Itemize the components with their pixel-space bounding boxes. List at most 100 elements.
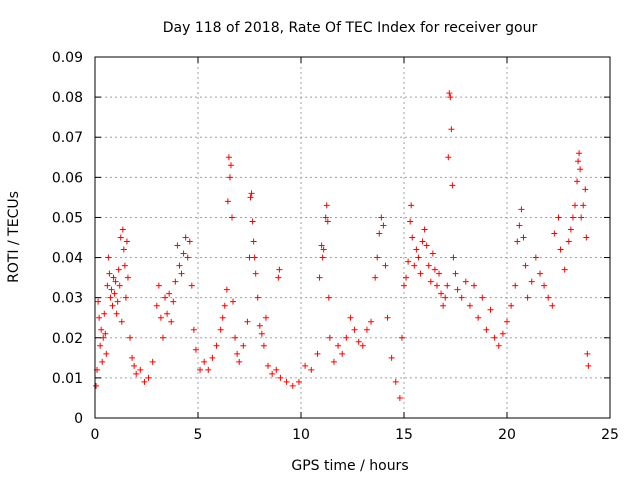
data-point: [355, 338, 362, 345]
data-point: [408, 202, 415, 209]
data-point: [226, 174, 233, 181]
data-point: [541, 282, 548, 289]
data-point: [421, 226, 428, 233]
data-point: [180, 250, 187, 257]
data-point: [368, 318, 375, 325]
data-point: [192, 346, 199, 353]
data-point: [413, 246, 420, 253]
data-point: [122, 294, 129, 301]
data-point: [520, 234, 527, 241]
data-point: [115, 266, 122, 273]
data-point: [512, 282, 519, 289]
y-tick-label: 0.08: [52, 90, 83, 106]
data-point: [324, 218, 331, 225]
data-point: [246, 254, 253, 261]
data-point: [551, 230, 558, 237]
data-point: [127, 334, 134, 341]
data-point: [445, 154, 452, 161]
data-point: [392, 378, 399, 385]
x-tick-label: 20: [498, 427, 516, 443]
data-point: [170, 298, 177, 305]
data-point: [363, 326, 370, 333]
data-point: [495, 342, 502, 349]
data-point: [320, 246, 327, 253]
data-point: [450, 254, 457, 261]
data-point: [343, 334, 350, 341]
data-point: [107, 294, 114, 301]
data-point: [205, 366, 212, 373]
data-point: [483, 326, 490, 333]
data-point: [491, 334, 498, 341]
data-point: [120, 246, 127, 253]
data-point: [141, 378, 148, 385]
data-point: [123, 238, 130, 245]
data-point: [182, 234, 189, 241]
data-point: [433, 282, 440, 289]
data-point: [425, 262, 432, 269]
data-point: [162, 294, 169, 301]
data-point: [378, 214, 385, 221]
data-point: [230, 298, 237, 305]
data-point: [569, 214, 576, 221]
data-point: [448, 126, 455, 133]
data-point: [188, 282, 195, 289]
data-point: [440, 302, 447, 309]
data-point: [398, 334, 405, 341]
data-point: [555, 214, 562, 221]
data-point: [217, 326, 224, 333]
data-point: [444, 282, 451, 289]
data-point: [314, 350, 321, 357]
data-point: [213, 342, 220, 349]
data-point: [575, 158, 582, 165]
data-point: [454, 286, 461, 293]
data-points: [93, 90, 592, 401]
data-point: [249, 218, 256, 225]
x-tick-label: 25: [601, 427, 619, 443]
data-point: [166, 290, 173, 297]
data-point: [347, 314, 354, 321]
data-point: [265, 362, 272, 369]
data-point: [330, 358, 337, 365]
x-tick-label: 10: [292, 427, 310, 443]
data-point: [124, 274, 131, 281]
data-point: [351, 326, 358, 333]
data-point: [561, 266, 568, 273]
data-point: [201, 358, 208, 365]
data-point: [116, 282, 123, 289]
data-point: [536, 270, 543, 277]
x-axis-title: GPS time / hours: [291, 458, 408, 474]
data-point: [225, 154, 232, 161]
data-point: [475, 314, 482, 321]
data-point: [514, 238, 521, 245]
data-point: [302, 362, 309, 369]
data-point: [585, 362, 592, 369]
data-point: [172, 278, 179, 285]
data-point: [583, 234, 590, 241]
data-point: [318, 242, 325, 249]
data-point: [168, 318, 175, 325]
data-point: [577, 166, 584, 173]
data-point: [405, 258, 412, 265]
data-point: [176, 262, 183, 269]
data-point: [565, 238, 572, 245]
data-point: [112, 278, 119, 285]
data-point: [339, 350, 346, 357]
x-tick-label: 0: [91, 427, 100, 443]
data-point: [396, 394, 403, 401]
y-tick-label: 0.05: [52, 210, 83, 226]
data-point: [100, 334, 107, 341]
data-point: [409, 234, 416, 241]
data-point: [149, 358, 156, 365]
x-tick-label: 15: [395, 427, 413, 443]
data-point: [283, 378, 290, 385]
data-point: [504, 318, 510, 325]
data-point: [101, 310, 108, 317]
data-point: [576, 150, 583, 157]
y-tick-label: 0.09: [52, 50, 83, 66]
data-point: [106, 270, 113, 277]
y-axis-title: ROTI / TECUs: [6, 191, 22, 283]
data-point: [224, 198, 231, 205]
data-point: [219, 314, 226, 321]
data-point: [228, 214, 235, 221]
